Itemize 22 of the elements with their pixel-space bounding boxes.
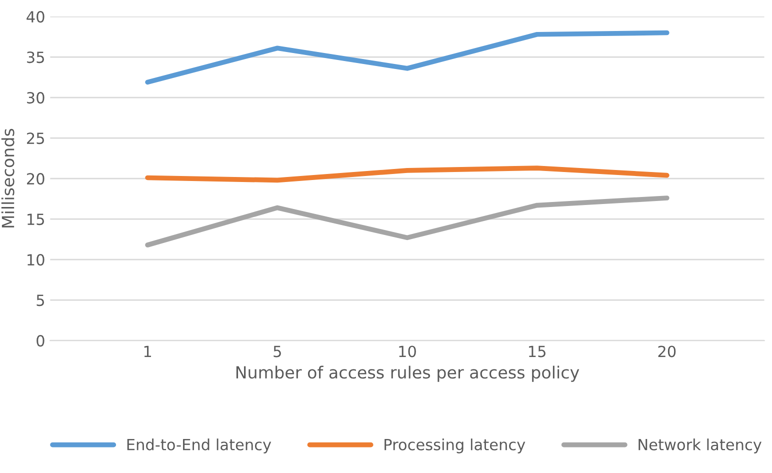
x-axis-title: Number of access rules per access policy (236, 366, 580, 382)
y-tick-label: 5 (36, 294, 44, 306)
line-series (145, 196, 670, 248)
x-tick-label: 15 (529, 346, 546, 358)
y-tick-label: 0 (36, 335, 44, 347)
legend-label: End-to-End latency (127, 438, 272, 454)
y-tick-label: 10 (28, 254, 44, 266)
y-tick-label: 20 (26, 173, 44, 185)
x-tick-label: 5 (274, 346, 281, 358)
y-tick-label: 30 (27, 92, 44, 104)
x-tick-label: 1 (144, 346, 152, 358)
y-tick-label: 35 (27, 52, 44, 64)
y-tick-label: 40 (26, 11, 44, 23)
y-tick-label: 15 (28, 214, 44, 226)
x-tick-label: 20 (658, 346, 676, 358)
y-axis-title: Milliseconds (1, 128, 14, 228)
legend-label: Network latency (638, 438, 762, 454)
y-tick-label: 25 (26, 132, 44, 144)
line-series (145, 166, 670, 183)
x-tick-label: 10 (399, 346, 416, 358)
line-series (145, 30, 670, 85)
legend-label: Processing latency (384, 438, 526, 454)
